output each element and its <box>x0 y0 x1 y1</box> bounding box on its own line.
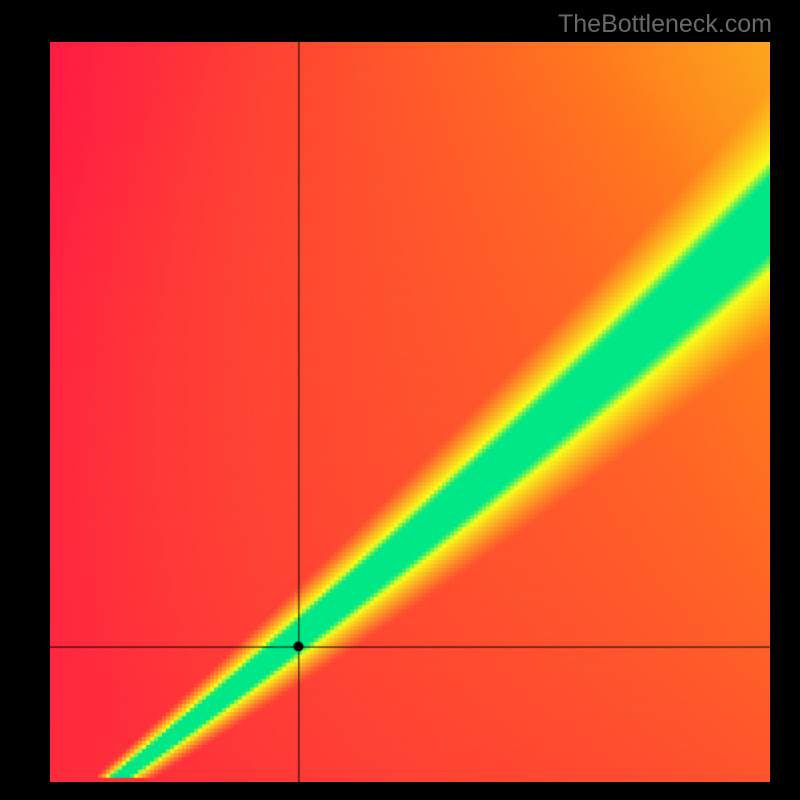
watermark-text: TheBottleneck.com <box>558 10 772 39</box>
chart-wrapper: TheBottleneck.com <box>0 0 800 800</box>
bottleneck-heatmap <box>50 42 770 782</box>
